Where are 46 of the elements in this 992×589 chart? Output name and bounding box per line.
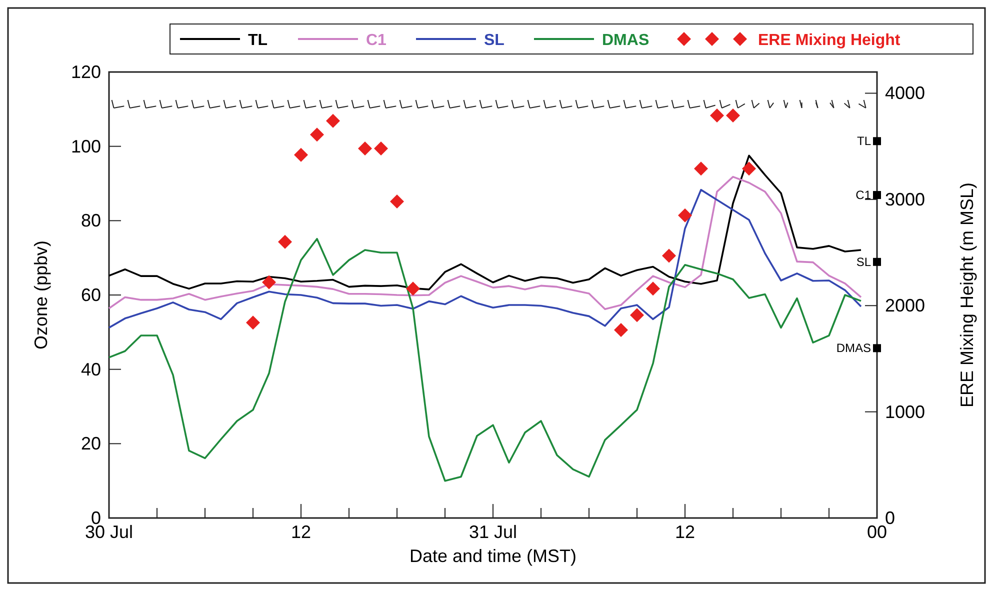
y2-tick-label: 2000 xyxy=(885,296,926,316)
point xyxy=(406,282,420,296)
point xyxy=(710,108,724,123)
point xyxy=(262,275,276,290)
y2-tick-label: 4000 xyxy=(885,83,926,104)
legend-label: ERE Mixing Height xyxy=(758,32,901,49)
point xyxy=(694,162,708,176)
y2-tick-label: 3000 xyxy=(885,189,926,210)
y-tick-label: 40 xyxy=(80,359,101,380)
point xyxy=(374,141,388,156)
y-tick-label: 100 xyxy=(70,136,101,156)
x-tick-label: 12 xyxy=(674,522,696,542)
x-tick-label: 31 Jul xyxy=(468,522,518,542)
legend-label: C1 xyxy=(366,32,387,49)
point xyxy=(662,248,676,263)
point xyxy=(742,162,756,176)
point xyxy=(630,308,644,322)
point xyxy=(678,208,692,222)
point xyxy=(646,282,660,296)
y-tick-label: 20 xyxy=(80,434,101,454)
y2-tick-label: 0 xyxy=(885,508,896,528)
annotation: TL xyxy=(856,134,872,148)
point xyxy=(326,114,340,128)
annotation: DMAS xyxy=(836,341,871,356)
x-tick-label: 12 xyxy=(290,522,312,542)
point xyxy=(278,234,292,249)
point xyxy=(294,148,308,162)
legend-label: DMAS xyxy=(602,32,650,49)
y-tick-label: 80 xyxy=(80,210,101,231)
point xyxy=(310,128,324,142)
y2-tick-label: 1000 xyxy=(885,402,926,422)
annotation: C1 xyxy=(856,188,872,202)
point xyxy=(358,141,372,156)
point xyxy=(614,323,628,338)
point xyxy=(246,316,260,330)
legend-label: TL xyxy=(248,32,268,49)
point xyxy=(726,108,740,123)
y-axis-title: Ozone (ppbv) xyxy=(31,240,51,350)
x-axis-title: Date and time (MST) xyxy=(409,546,577,566)
annotation: SL xyxy=(856,254,872,269)
x-tick-label: 00 xyxy=(866,522,888,542)
y2-axis-title: ERE Mixing Height (m MSL) xyxy=(957,182,977,408)
y-tick-label: 120 xyxy=(70,62,101,82)
legend-label: SL xyxy=(484,32,505,49)
y-tick-label: 60 xyxy=(80,285,101,305)
point xyxy=(390,194,404,209)
